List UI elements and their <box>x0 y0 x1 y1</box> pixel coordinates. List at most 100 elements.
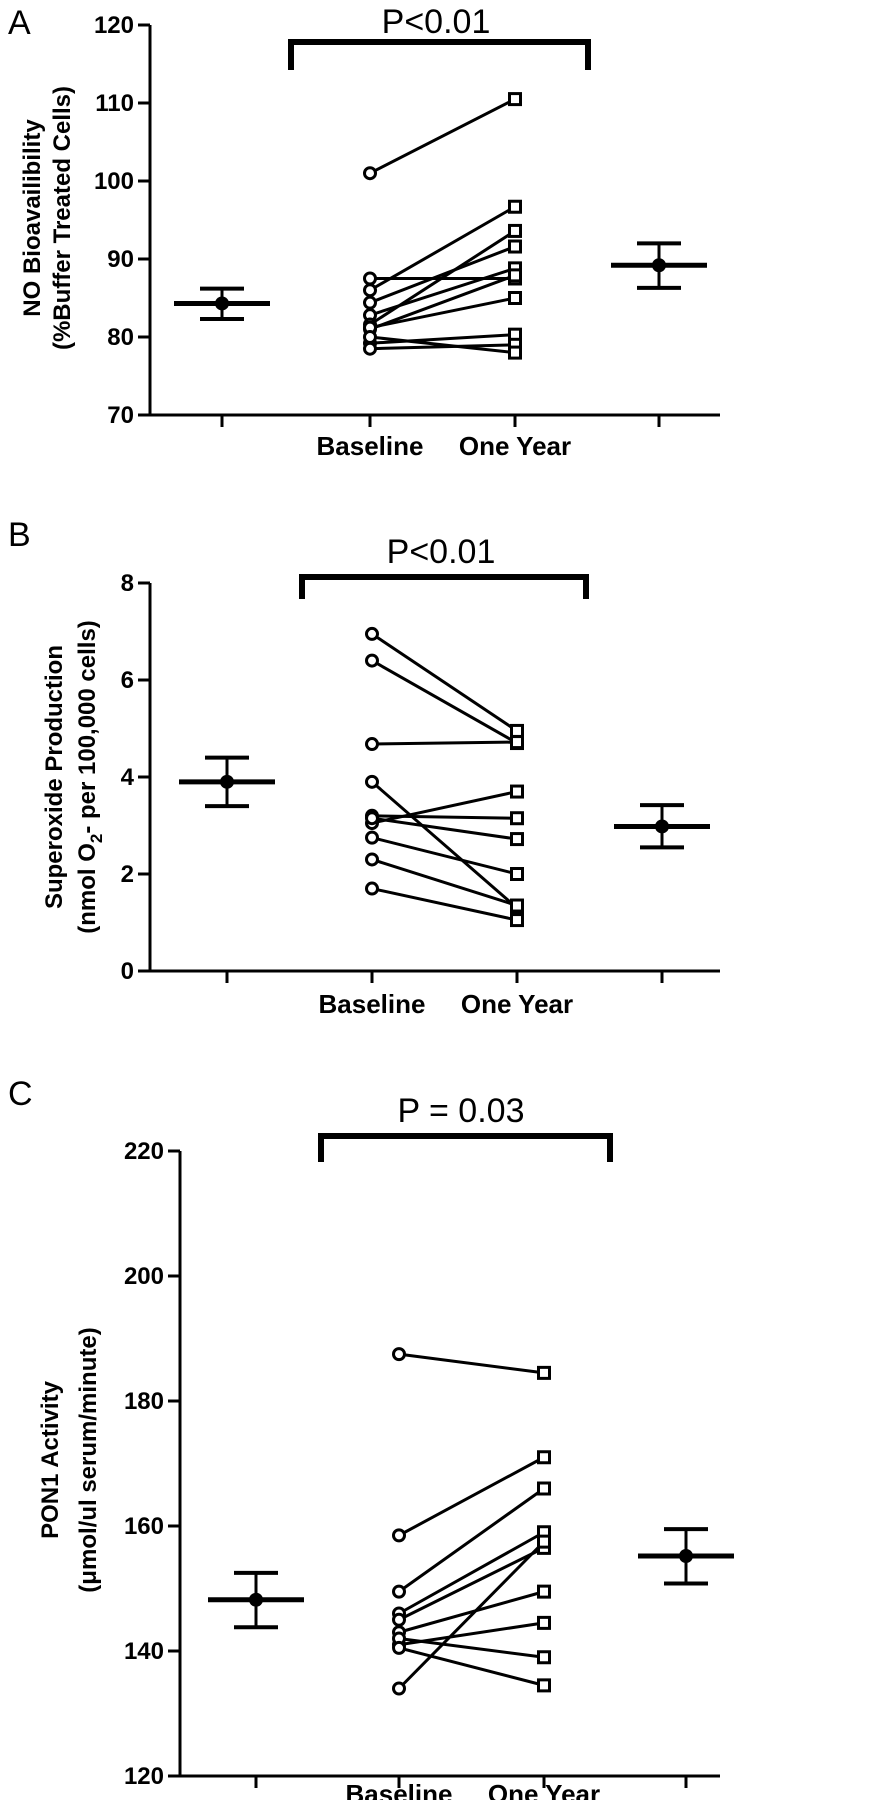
summary-one-year <box>611 241 707 290</box>
baseline-point <box>392 1528 406 1543</box>
one-year-point <box>537 1615 551 1630</box>
summary-baseline <box>208 1570 304 1630</box>
paired-line <box>398 1590 545 1634</box>
baseline-point <box>363 341 377 356</box>
y-tick-label: 120 <box>124 1763 164 1790</box>
baseline-point <box>365 881 379 896</box>
paired-line <box>398 1352 545 1375</box>
baseline-point <box>392 1347 406 1362</box>
paired-line <box>398 1455 545 1537</box>
x-tick-label: Baseline <box>319 989 426 1019</box>
significance-bracket <box>299 574 589 599</box>
significance-bracket <box>288 39 591 70</box>
paired-line <box>371 740 518 746</box>
paired-line <box>398 1646 545 1687</box>
p-value-label: P<0.01 <box>382 3 491 41</box>
one-year-point <box>510 723 524 738</box>
one-year-point <box>508 239 522 254</box>
y-tick-label: 4 <box>121 764 135 791</box>
y-tick-label: 90 <box>107 246 134 273</box>
x-tick-label: Baseline <box>317 431 424 461</box>
one-year-point <box>510 832 524 847</box>
p-value-label: P = 0.03 <box>398 1092 525 1130</box>
y-axis-label-units: (μmol/ul serum/minute) <box>75 1327 102 1592</box>
y-axis-label-units: (nmol O2- per 100,000 cells) <box>74 620 106 934</box>
baseline-point <box>392 1640 406 1655</box>
mean-point <box>220 774 234 789</box>
y-tick-label: 200 <box>124 1263 164 1290</box>
paired-line <box>369 296 516 330</box>
baseline-point <box>365 653 379 668</box>
paired-line <box>369 245 516 305</box>
paired-line <box>369 335 516 355</box>
panel-letter: A <box>8 4 31 42</box>
baseline-point <box>365 774 379 789</box>
summary-one-year <box>638 1527 734 1586</box>
mean-point <box>655 819 669 834</box>
y-axis-label-subscript: 2 <box>87 834 106 843</box>
one-year-point <box>508 345 522 360</box>
x-tick-label: One Year <box>461 989 573 1019</box>
y-tick-label: 160 <box>124 1513 164 1540</box>
y-axis-label-units-main: (nmol O <box>74 843 101 934</box>
paired-line <box>398 1637 545 1659</box>
y-axis-label-units-main: (%Buffer Treated Cells) <box>49 86 76 350</box>
baseline-point <box>363 295 377 310</box>
baseline-point <box>392 1681 406 1696</box>
baseline-point <box>392 1612 406 1627</box>
y-tick-label: 180 <box>124 1388 164 1415</box>
x-tick-label: Baseline <box>346 1779 453 1800</box>
panel-b: B 0 2 4 6 8 Baseline One Year Superoxide Product… <box>8 516 720 1019</box>
one-year-point <box>508 268 522 283</box>
summary-baseline <box>174 286 270 322</box>
paired-line <box>398 1487 545 1593</box>
one-year-point <box>510 811 524 826</box>
paired-line <box>369 273 516 331</box>
y-tick-label: 220 <box>124 1138 164 1165</box>
one-year-point <box>537 1450 551 1465</box>
paired-line <box>371 887 518 922</box>
paired-line <box>398 1530 545 1615</box>
mean-point <box>249 1592 263 1607</box>
y-axis-label-units-main: (μmol/ul serum/minute) <box>75 1327 102 1592</box>
one-year-point <box>510 735 524 750</box>
paired-line <box>371 836 518 876</box>
baseline-point <box>392 1584 406 1599</box>
summary-baseline <box>179 755 275 809</box>
one-year-point <box>508 199 522 214</box>
y-axis-label: Superoxide Production <box>41 645 68 909</box>
y-tick-label: 80 <box>107 324 134 351</box>
y-tick-label: 120 <box>94 12 134 39</box>
y-axis-label: PON1 Activity <box>37 1380 64 1538</box>
y-tick-label: 140 <box>124 1638 164 1665</box>
one-year-point <box>508 291 522 305</box>
paired-line <box>371 790 518 825</box>
baseline-point <box>365 830 379 845</box>
mean-point <box>679 1549 693 1563</box>
mean-point <box>215 296 229 311</box>
paired-line <box>398 1546 545 1622</box>
panel-c: C 120 140 160 180 200 220 Baseline One Year PON1 … <box>8 1075 734 1800</box>
one-year-point <box>508 92 522 107</box>
y-tick-label: 2 <box>121 861 134 888</box>
one-year-point <box>510 784 524 799</box>
one-year-point <box>510 867 524 881</box>
y-tick-label: 8 <box>121 570 134 597</box>
paired-line <box>397 1540 546 1690</box>
paired-line <box>369 205 516 292</box>
one-year-point <box>537 1365 551 1380</box>
paired-line <box>371 780 518 910</box>
paired-line <box>369 97 516 175</box>
p-value-label: P<0.01 <box>387 533 496 571</box>
y-axis-label-units: (%Buffer Treated Cells) <box>49 86 76 350</box>
y-tick-label: 110 <box>95 90 134 117</box>
paired-line <box>369 343 516 351</box>
y-tick-label: 0 <box>121 958 134 985</box>
baseline-point <box>363 283 377 298</box>
one-year-point <box>537 1678 551 1693</box>
panel-a: A 70 80 90 100 110 120 Baseline One Year NO Bioav… <box>8 3 720 461</box>
one-year-point <box>537 1584 551 1599</box>
x-tick-label: One Year <box>488 1779 600 1800</box>
significance-bracket <box>318 1133 613 1162</box>
paired-line <box>371 858 518 907</box>
